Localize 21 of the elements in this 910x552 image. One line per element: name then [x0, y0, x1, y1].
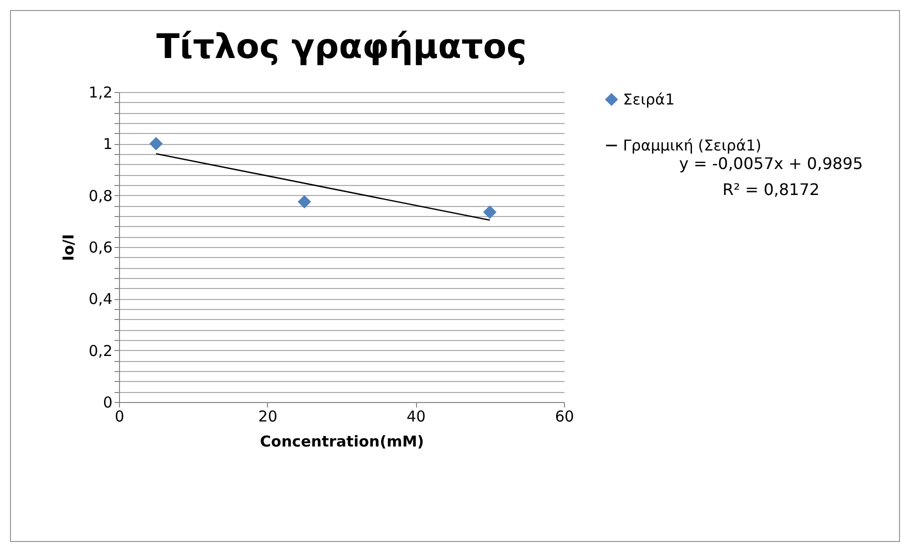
point [149, 136, 163, 150]
y-tick-label: 0,4 [88, 290, 112, 308]
point [298, 195, 312, 208]
y-tick-label: 1,2 [88, 84, 112, 102]
text: R² = 0,8172 [721, 179, 821, 201]
legend-label: Σειρά1 [623, 90, 675, 108]
chart-title: Τίτλος γραφήματος [156, 27, 527, 67]
text: y = -0,0057x + 0,9895 [678, 154, 864, 175]
point [483, 205, 497, 219]
x-tick-label: 0 [114, 408, 124, 426]
y-tick-label: 0,2 [88, 342, 112, 360]
x-tick-label: 20 [258, 408, 278, 426]
y-tick-label: 0,8 [88, 186, 112, 205]
y-tick-label: 0 [102, 394, 112, 412]
x-axis-title: Concentration(mM) [260, 432, 424, 450]
y-axis-title: Io/I [60, 234, 78, 261]
y-tick-label: 0,6 [88, 238, 112, 256]
x-tick-label: 40 [406, 408, 426, 426]
x-tick-label: 60 [554, 408, 574, 426]
legend-label: Γραμμική (Σειρά1) [623, 136, 762, 154]
y-tick-label: 1 [102, 135, 112, 154]
